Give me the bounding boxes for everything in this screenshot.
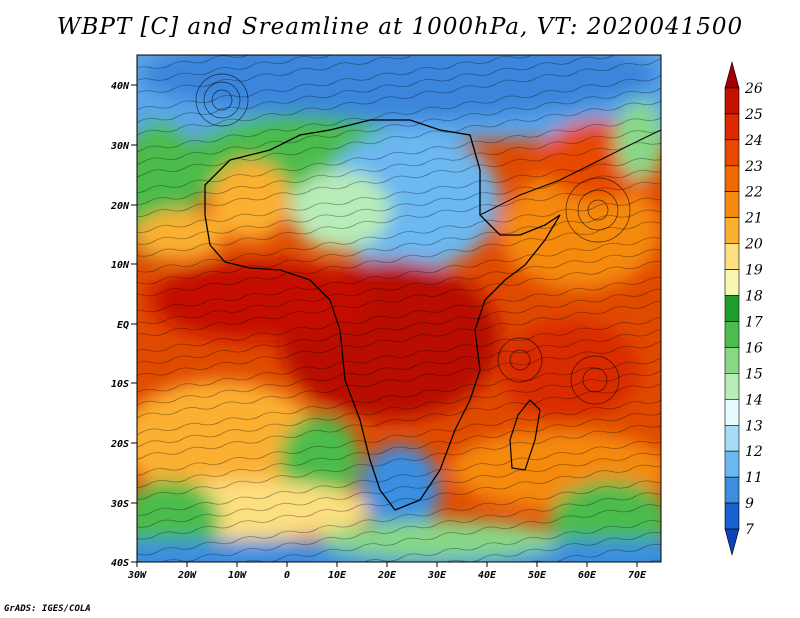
colorbar-swatch [724,191,740,218]
colorbar-label: 19 [745,263,763,279]
lon-label: 30E [427,570,447,581]
lon-label: 0 [284,570,290,581]
colorbar-swatch [724,373,740,400]
lon-label: 50E [528,570,547,581]
colorbar-label: 9 [745,496,754,512]
colorbar-swatch [724,476,740,504]
lon-label: 70E [628,570,647,581]
wbpt-field [137,55,661,562]
lat-label: 10N [111,260,130,271]
colorbar-label: 20 [744,237,763,253]
madagascar-coastline [509,399,541,471]
colorbar-swatch [724,321,740,348]
colorbar-swatch [724,243,740,270]
lon-label: 10W [228,570,247,581]
lat-label: 40N [111,81,130,92]
colorbar-swatch [724,217,740,244]
colorbar-swatch [724,60,740,89]
lon-label: 40E [478,570,497,581]
colorbar-label: 24 [744,133,763,149]
colorbar-label: 11 [745,470,763,486]
lon-label: 60E [578,570,597,581]
map-frame [136,54,662,563]
colorbar-swatch [724,87,740,115]
colorbar-label: 7 [745,522,754,538]
lon-label: 20W [177,570,197,581]
lon-label: 20E [377,570,397,581]
colorbar-swatch [724,165,740,193]
colorbar-swatch [724,502,740,530]
colorbar-swatch [724,295,740,322]
colorbar-label: 12 [745,444,763,460]
colorbar-label: 17 [745,314,763,330]
colorbar-label: 13 [745,418,763,434]
colorbar-swatch [724,269,740,296]
colorbar: 26 25 24 23 22 21 20 19 18 17 16 15 14 13 12 11 9 7 [724,60,763,557]
colorbar-label: 23 [744,159,763,175]
africa-coastline [204,119,561,511]
latitude-axis: 40N 30N 20N 10N EQ 10S 20S 30S 40S [110,81,137,569]
lat-label: 20S [110,439,129,450]
colorbar-label: 14 [745,392,763,408]
colorbar-label: 25 [744,107,763,123]
colorbar-swatch [724,113,740,141]
colorbar-label: 16 [745,340,763,356]
longitude-axis: 30W 20W 10W 0 10E 20E 30E 40E 50E 60E 70… [127,562,647,581]
map-title: WBPT [C] and Sreamline at 1000hPa, VT: 2… [56,14,744,40]
lat-label: 30S [110,499,129,510]
lat-label: 20N [110,201,130,212]
lat-label: 10S [111,379,129,390]
colorbar-label: 26 [744,81,763,97]
colorbar-label: 22 [744,185,763,201]
colorbar-swatch [724,347,740,374]
colorbar-swatch [724,424,740,452]
lon-label: 10E [328,570,347,581]
colorbar-label: 18 [745,289,763,305]
lat-label: 40S [111,558,129,569]
lat-label: EQ [117,320,129,331]
colorbar-swatch [724,528,740,557]
lon-label: 30W [127,570,147,581]
footer-credit: GrADS: IGES/COLA [4,604,91,614]
colorbar-swatch [724,399,740,426]
colorbar-label: 15 [745,366,763,382]
lat-label: 30N [110,141,130,152]
colorbar-swatch [724,139,740,167]
colorbar-swatch [724,450,740,478]
colorbar-label: 21 [744,211,763,227]
